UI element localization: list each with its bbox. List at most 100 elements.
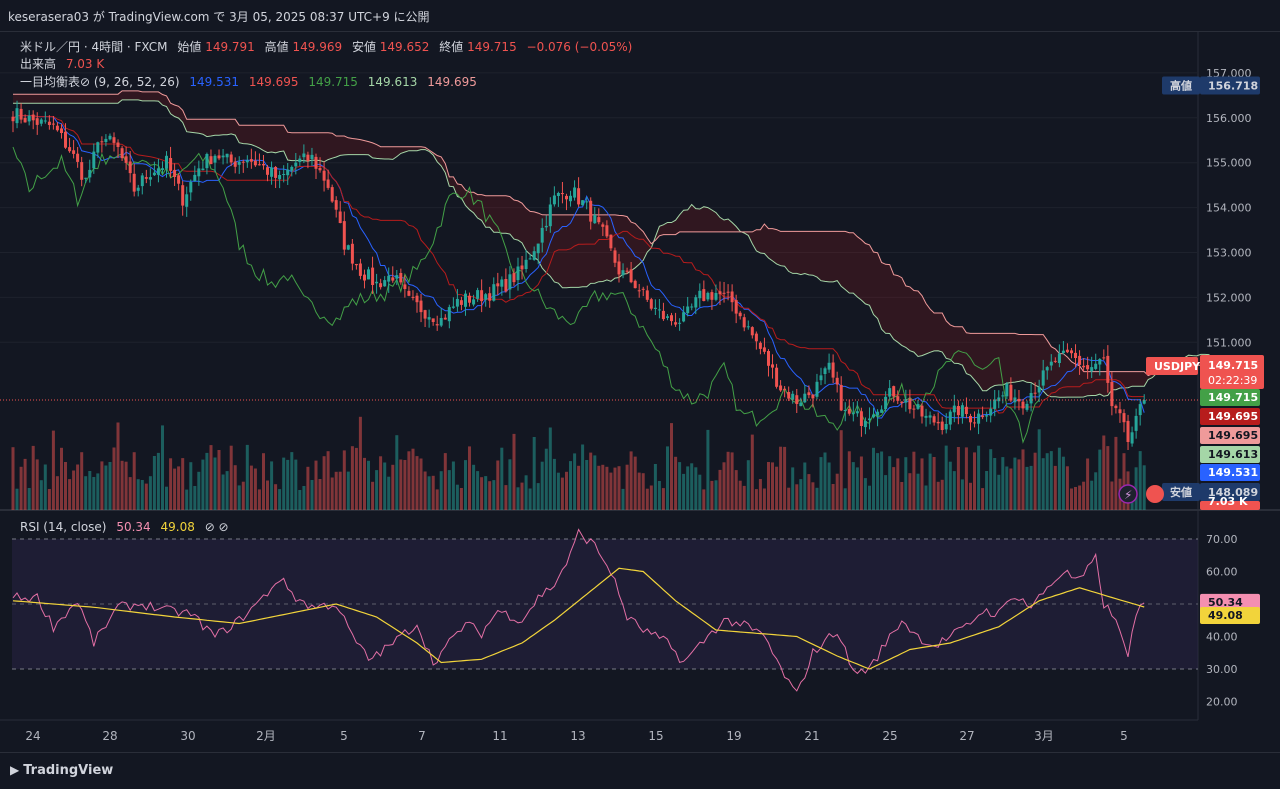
- candle-body: [221, 155, 225, 158]
- candle-body: [924, 415, 928, 418]
- candle-body: [617, 261, 621, 275]
- volume-bar: [653, 464, 657, 510]
- volume-bar: [334, 471, 338, 510]
- candle-body: [411, 296, 415, 298]
- candle-body: [880, 409, 884, 413]
- candle-body: [245, 160, 249, 163]
- time-axis[interactable]: 24 28 30 2月 5 7 11 13 15 19 21 25 27 3月 5: [25, 729, 1127, 743]
- candle-body: [746, 326, 750, 328]
- volume-bar: [31, 445, 35, 510]
- volume-bar: [1061, 456, 1065, 510]
- volume-bar: [831, 484, 835, 510]
- volume-bar: [589, 452, 593, 510]
- lightning-icon[interactable]: [1118, 484, 1138, 504]
- volume-bar: [775, 466, 779, 510]
- volume-bar: [767, 462, 770, 510]
- candle-body: [237, 161, 241, 165]
- volume-bar: [597, 465, 601, 510]
- price-pane[interactable]: [0, 32, 1198, 510]
- volume-bar: [314, 460, 318, 510]
- volume-bar: [876, 453, 880, 510]
- volume-bar: [912, 451, 916, 510]
- candle-body: [666, 316, 669, 318]
- volume-bar: [718, 469, 722, 510]
- candle-body: [108, 135, 112, 140]
- time-tick-label: 5: [340, 729, 348, 743]
- volume-bar: [569, 461, 572, 510]
- rsi-pane[interactable]: [12, 528, 1145, 692]
- volume-bar: [787, 487, 791, 510]
- volume-bar: [43, 464, 47, 510]
- candle-body: [43, 120, 47, 122]
- candle-body: [468, 295, 471, 303]
- candle-body: [1118, 409, 1122, 414]
- legend-low: 149.652: [380, 40, 430, 54]
- candle-body: [249, 159, 253, 162]
- candle-body: [884, 396, 888, 409]
- volume-bar: [783, 446, 787, 510]
- volume-bar: [657, 481, 661, 510]
- candle-body: [585, 201, 589, 203]
- chart-canvas[interactable]: 158.000157.000156.000155.000154.000153.0…: [0, 32, 1280, 752]
- volume-bar: [1045, 453, 1049, 510]
- rsi-tag-bg: [1200, 593, 1260, 611]
- high-tag-label: 高値: [1170, 79, 1192, 93]
- volume-bar: [492, 480, 496, 510]
- tradingview-logo[interactable]: ▶ TradingView: [10, 763, 113, 778]
- candle-body: [451, 306, 455, 308]
- volume-bar: [1029, 465, 1033, 510]
- candle-body: [758, 342, 762, 349]
- candle-body: [512, 273, 516, 283]
- volume-bar: [270, 461, 274, 510]
- volume-bar: [245, 444, 249, 510]
- candle-body: [1090, 367, 1094, 372]
- volume-bar: [1086, 458, 1090, 510]
- volume-bar: [868, 485, 871, 510]
- indicator-tag-bg: [1200, 446, 1260, 463]
- volume-bar: [508, 459, 512, 510]
- candle-body: [96, 142, 100, 153]
- volume-bar: [399, 459, 403, 510]
- candle-body: [944, 424, 948, 430]
- volume-bar: [714, 480, 718, 510]
- volume-bar: [641, 473, 645, 510]
- candles: [11, 100, 1146, 450]
- candle-body: [322, 170, 326, 181]
- candle-body: [653, 307, 657, 309]
- candle-body: [1061, 350, 1065, 353]
- candle-body: [407, 290, 411, 296]
- volume-bar: [742, 485, 746, 510]
- volume-bar: [201, 459, 205, 510]
- volume-bar: [169, 458, 173, 510]
- candle-body: [742, 317, 746, 328]
- volume-bar: [847, 451, 851, 510]
- candle-body: [621, 270, 625, 276]
- flag-icon[interactable]: [1146, 485, 1164, 503]
- volume-bar: [779, 446, 783, 510]
- candle-body: [274, 167, 278, 178]
- legend-span-b: 149.695: [427, 75, 477, 89]
- volume-bar: [1057, 447, 1061, 510]
- candle-body: [1053, 360, 1057, 362]
- cloud-fill: [13, 90, 1217, 398]
- candle-body: [84, 177, 88, 179]
- volume-bar: [504, 485, 508, 510]
- candle-body: [1001, 395, 1005, 397]
- candle-body: [1094, 363, 1098, 369]
- candle-body: [524, 259, 528, 269]
- last-price-tag: 149.715: [1208, 359, 1258, 372]
- volume-bar: [936, 481, 940, 510]
- volume-bar: [278, 489, 282, 510]
- candle-body: [702, 289, 706, 301]
- candle-body: [625, 270, 629, 272]
- candle-body: [302, 153, 306, 158]
- volume-bar: [156, 452, 160, 510]
- volume-bar: [23, 458, 27, 510]
- candle-body: [476, 290, 480, 299]
- volume-bar: [678, 462, 682, 510]
- price-axis[interactable]: 158.000157.000156.000155.000154.000153.0…: [1146, 32, 1264, 510]
- candle-body: [649, 299, 653, 309]
- candle-body: [488, 293, 492, 301]
- legend-open: 149.791: [205, 40, 255, 54]
